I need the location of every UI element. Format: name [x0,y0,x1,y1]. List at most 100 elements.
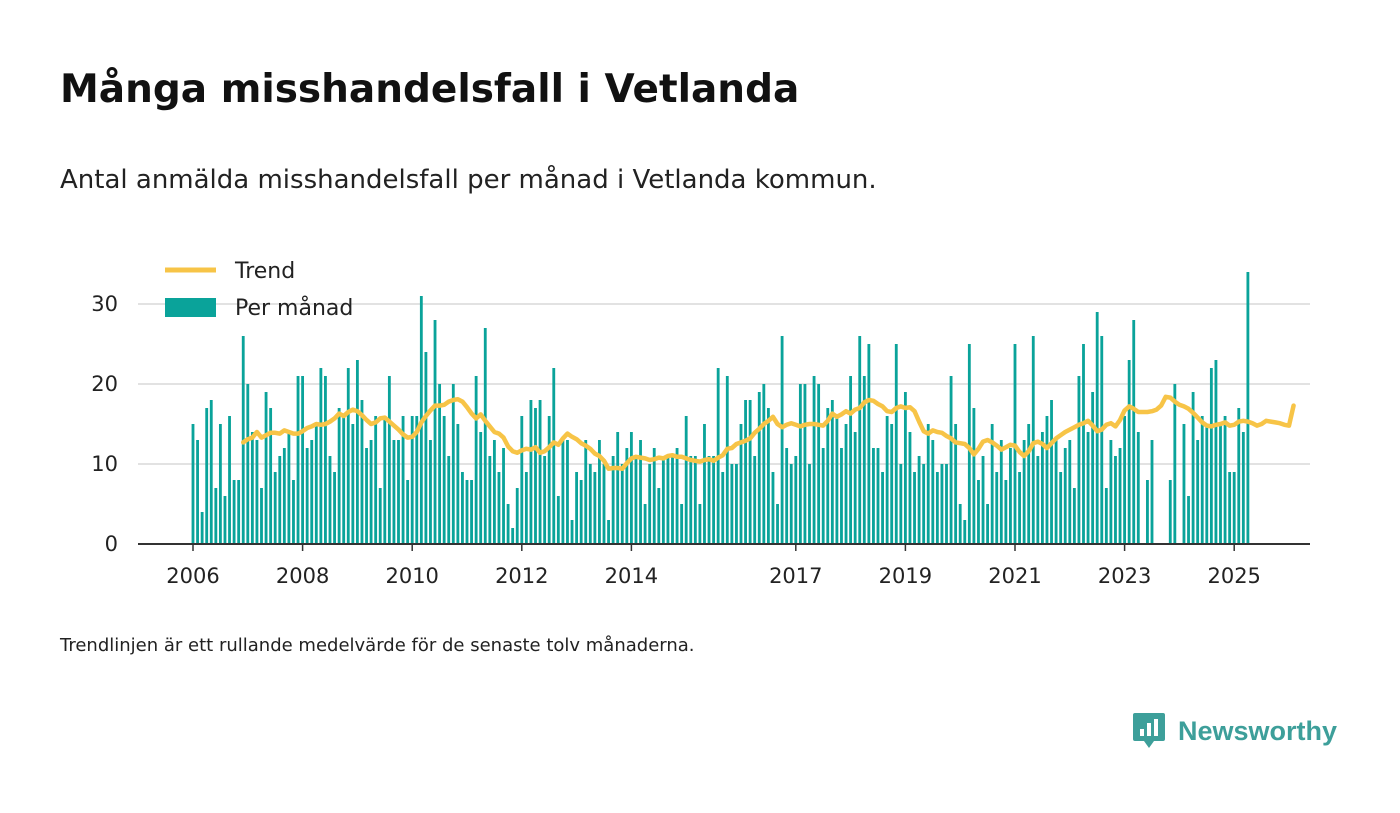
legend-label-trend: Trend [234,259,295,284]
legend-swatch-per-manad [165,298,216,317]
bar [762,384,766,544]
bar [876,448,880,544]
y-tick-label: 10 [91,452,118,476]
bar [885,416,889,544]
bar [1118,448,1122,544]
bar [1232,472,1236,544]
bar [196,440,199,544]
bar [598,440,601,544]
bar [1072,488,1076,544]
bar [853,432,857,544]
bar [803,384,807,544]
bar [575,472,579,544]
bar [607,520,610,544]
bar [1104,488,1108,544]
bar [1100,336,1104,544]
bar [1168,480,1172,544]
bar [872,448,875,544]
bar [680,504,684,544]
bar [524,472,528,544]
bar [671,456,674,544]
y-tick-label: 0 [105,532,118,556]
bar [566,440,569,544]
bar [908,432,912,544]
bar [191,424,195,544]
bar [1237,408,1241,544]
legend-label-per-manad: Per månad [235,295,353,321]
bar [844,424,848,544]
bar [730,464,734,544]
bar [415,416,419,544]
bar [835,416,839,544]
bar [488,456,492,544]
bar [735,464,738,544]
bar [817,384,821,544]
bar [461,472,464,544]
bar [954,424,958,544]
bar [794,456,798,544]
x-tick-label: 2008 [276,564,329,588]
bar [506,504,510,544]
bar [798,384,802,544]
bar [337,408,341,544]
x-tick-label: 2006 [166,564,219,588]
bar [1031,336,1035,544]
bar [1187,496,1190,544]
bar [1241,432,1245,544]
bar [401,416,405,544]
bar [570,520,574,544]
bar [278,456,282,544]
bar [1082,344,1085,544]
bar [360,400,364,544]
bar [1114,456,1117,544]
bar [1027,424,1031,544]
bar [351,424,355,544]
bar [369,440,373,544]
bar [639,440,642,544]
bar [529,400,533,544]
bar [757,392,761,544]
bar [616,432,620,544]
bar [561,440,565,544]
bar [986,504,990,544]
bar [1022,440,1026,544]
bar [365,448,368,544]
bar [593,472,597,544]
bar [753,456,757,544]
bar [479,432,483,544]
bar [1086,432,1090,544]
bar [223,496,227,544]
bar [776,504,779,544]
bar [410,416,414,544]
bar [492,440,496,544]
bar [328,456,332,544]
bar [1191,392,1195,544]
bar [862,376,866,544]
chart-title: Många misshandelsfall i Vetlanda [60,67,800,112]
bar [867,344,871,544]
bar [497,472,501,544]
bar [314,424,318,544]
bar [1205,424,1209,544]
bar [543,456,547,544]
bar [451,384,455,544]
bar [1059,472,1063,544]
bar [785,448,789,544]
bar [826,408,830,544]
bar [657,488,661,544]
bar [1136,432,1140,544]
bar [1036,456,1040,544]
bar [232,480,236,544]
bar [346,368,350,544]
bar [940,464,944,544]
bar [840,448,843,544]
bar [830,400,834,544]
bar [387,376,391,544]
bar [333,472,336,544]
bar [1150,440,1154,544]
bar [931,440,935,544]
axes: 0 10 20 30 2006 2008 2010 2012 2014 2017 2019 2021 2… [91,292,1310,588]
bar [1146,480,1149,544]
bar [228,416,231,544]
bar [648,464,652,544]
